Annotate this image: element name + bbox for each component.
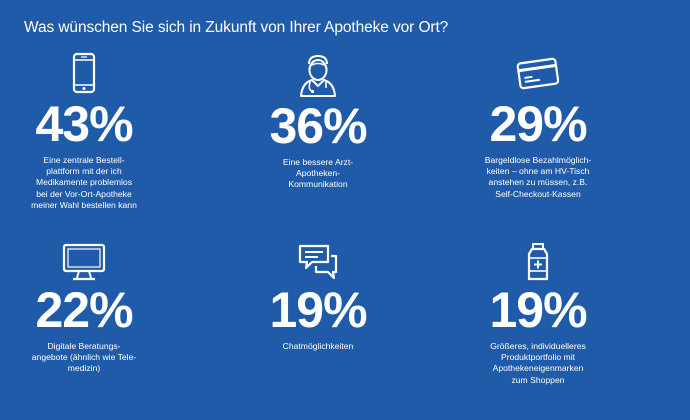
medicine-bottle-icon [527,243,549,281]
stat-description: Digitale Beratungs- angebote (ähnlich wi… [31,341,137,374]
stat-value: 29% [489,96,587,152]
stat-value: 19% [269,282,367,338]
stat-value: 22% [35,282,133,338]
page-title: Was wünschen Sie sich in Zukunft von Ihr… [24,19,449,36]
chat-bubbles-icon [298,244,338,280]
stat-card-communication: 36% Eine bessere Arzt- Apotheken- Kommun… [218,52,418,191]
stat-value: 43% [35,96,133,152]
stat-value: 36% [269,98,367,154]
stat-card-chat: 19% Chatmöglichkeiten [218,242,418,352]
stat-description: Eine zentrale Bestell- plattform mit der… [31,155,137,210]
stat-value: 19% [489,282,587,338]
credit-card-icon [516,57,560,90]
stat-card-digital-consulting: 22% Digitale Beratungs- angebote (ähnlic… [0,242,184,375]
stat-description: Größeres, individuelleres Produktportfol… [490,341,586,385]
stat-description: Chatmöglichkeiten [282,341,354,351]
stat-description: Bargeldlose Bezahlmöglich- keiten – ohne… [484,155,592,199]
stat-card-cashless-payment: 29% Bargeldlose Bezahlmöglich- keiten – … [438,52,638,200]
stat-card-order-platform: 43% Eine zentrale Bestell- plattform mit… [0,52,184,211]
doctor-icon [300,54,336,97]
stat-card-product-portfolio: 19% Größeres, individuelleres Produktpor… [438,242,638,386]
smartphone-icon [72,52,96,94]
monitor-icon [62,243,106,281]
stat-description: Eine bessere Arzt- Apotheken- Kommunikat… [282,157,354,190]
